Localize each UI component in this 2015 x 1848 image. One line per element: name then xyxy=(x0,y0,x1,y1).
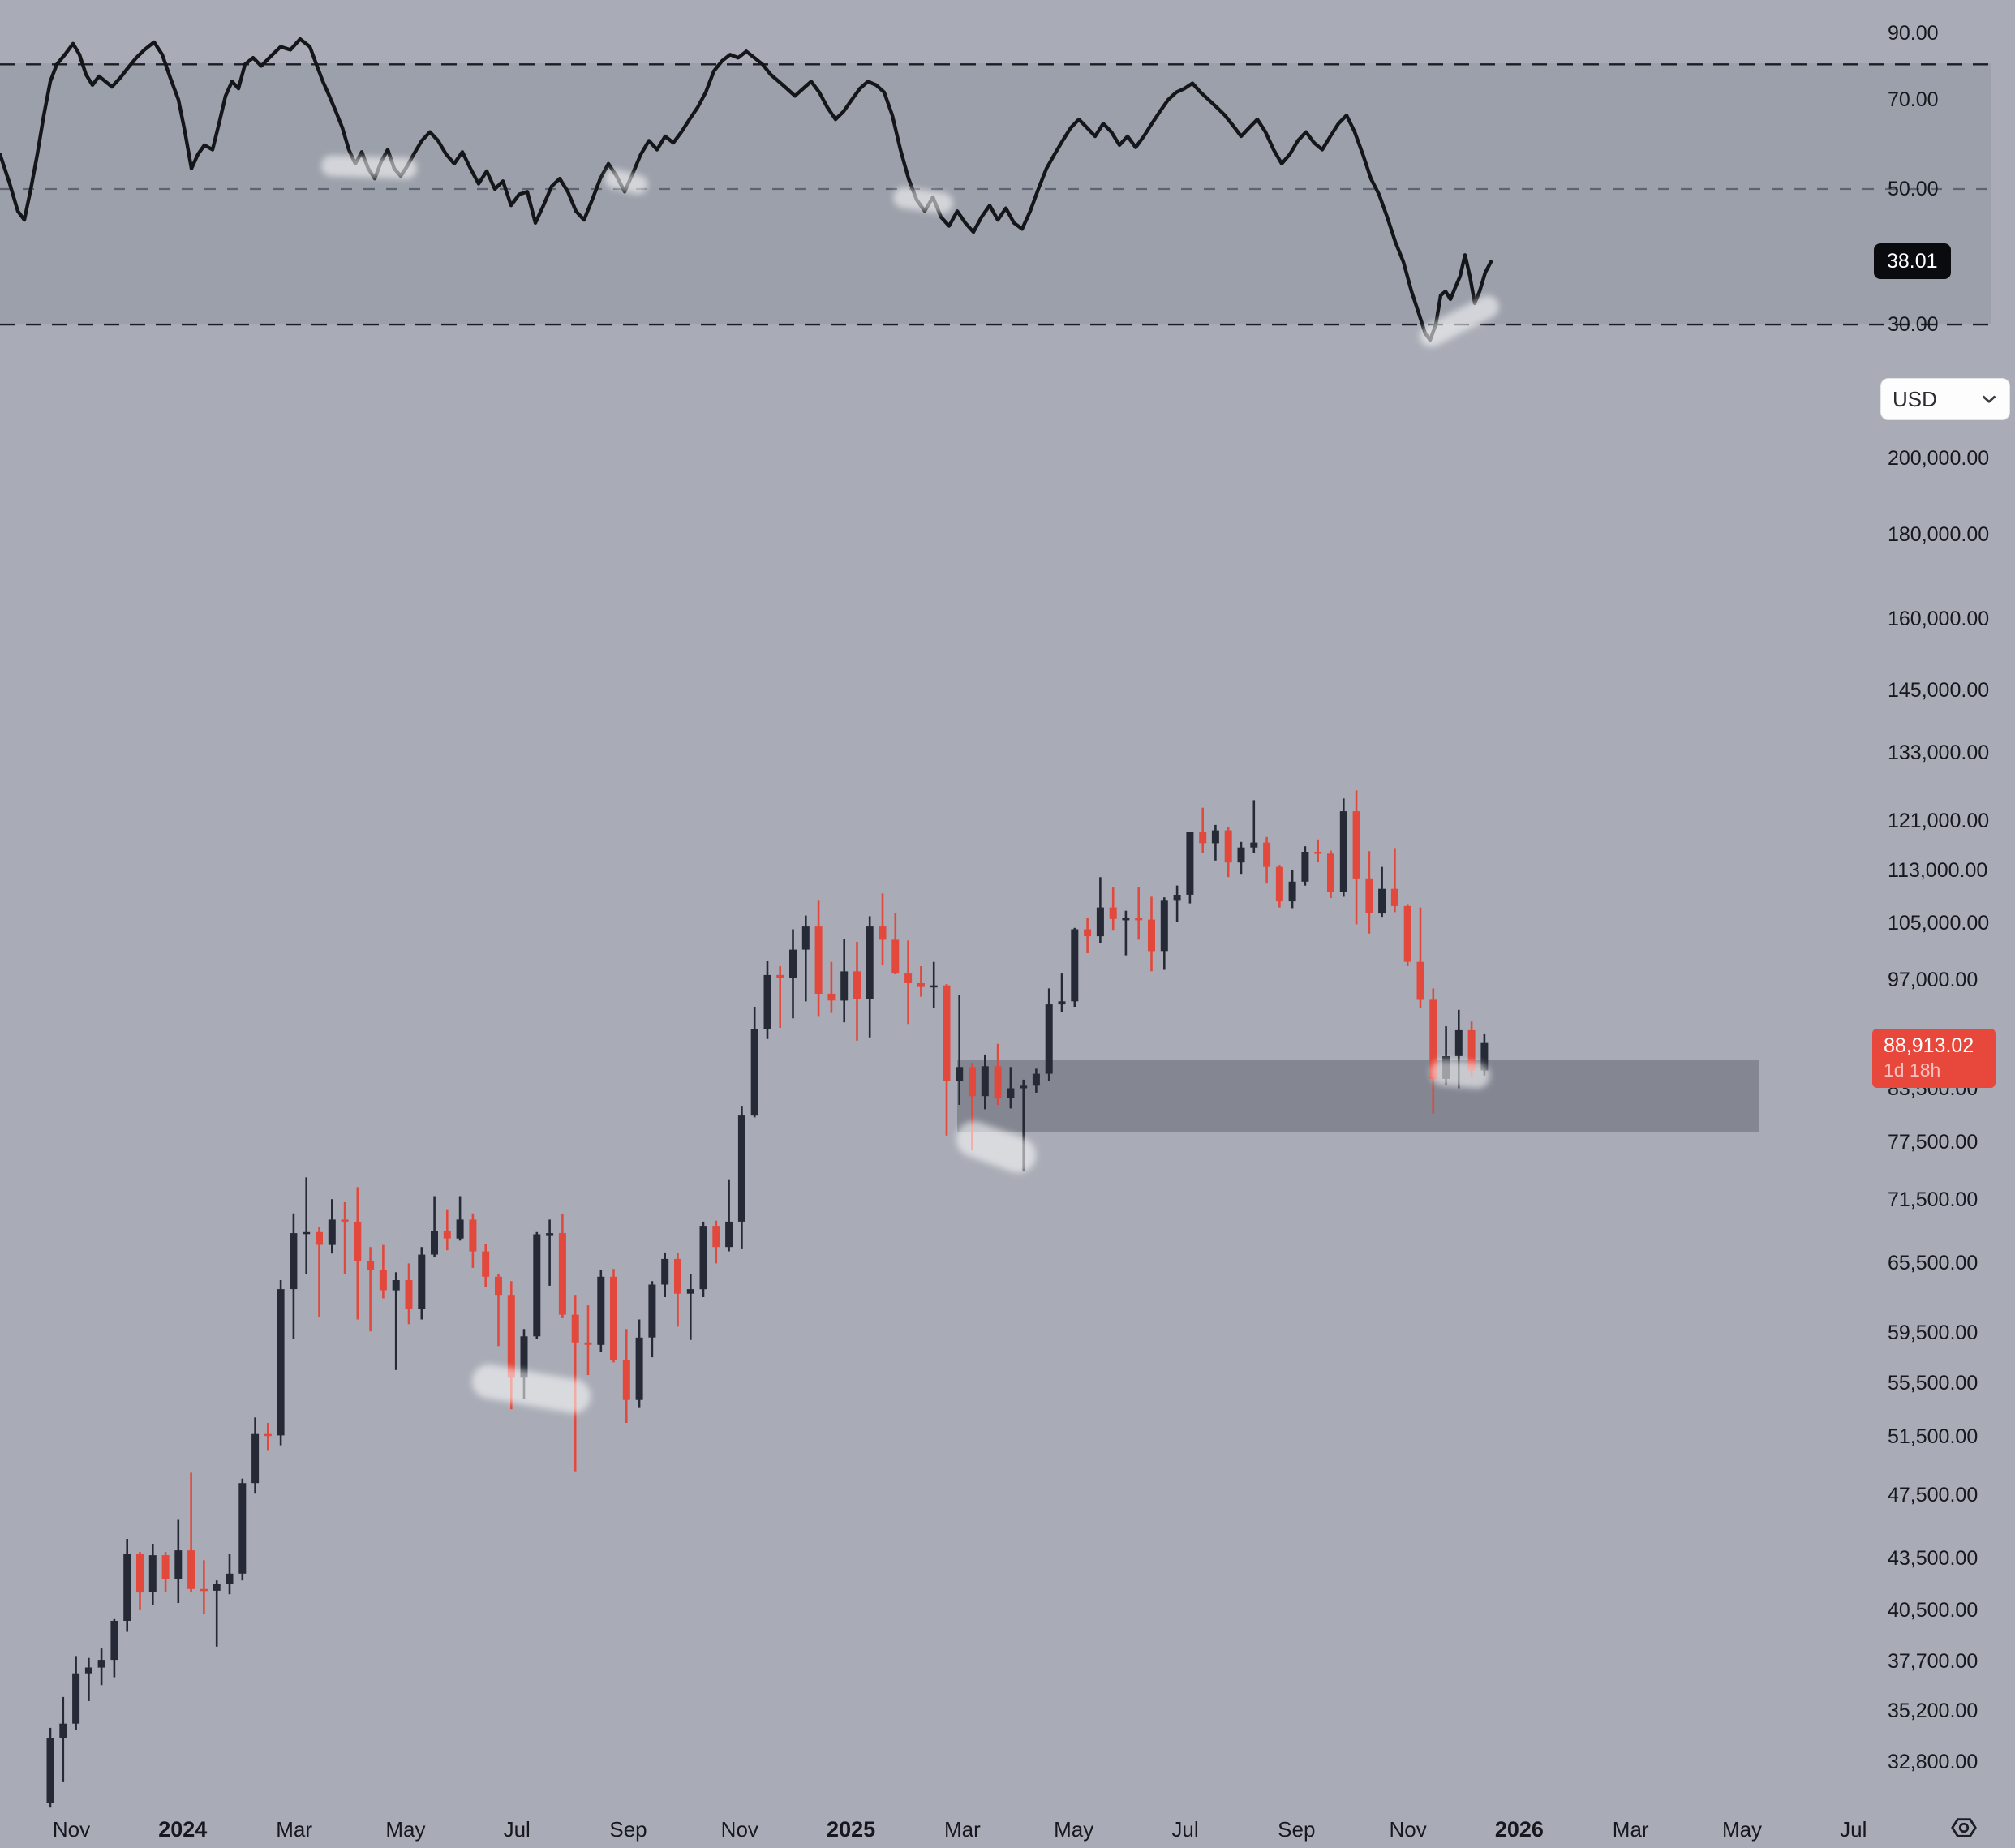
time-axis-label: Jul xyxy=(1840,1817,1867,1842)
marker-highlight xyxy=(471,1364,591,1414)
time-axis-label: Jul xyxy=(503,1817,531,1842)
price-axis-label: 121,000.00 xyxy=(1888,809,1990,832)
time-axis-label: Sep xyxy=(1278,1817,1316,1842)
price-axis-label: 59,500.00 xyxy=(1888,1321,1978,1344)
time-axis-label: Sep xyxy=(609,1817,647,1842)
axis-settings-icon[interactable] xyxy=(1948,1812,1979,1843)
price-axis-label: 40,500.00 xyxy=(1888,1598,1978,1622)
time-axis-label: Jul xyxy=(1171,1817,1199,1842)
rsi-value-badge: 38.01 xyxy=(1874,243,1951,279)
price-axis-label: 77,500.00 xyxy=(1888,1130,1978,1154)
marker-highlight xyxy=(1420,295,1499,347)
currency-selector-value: USD xyxy=(1893,386,1937,411)
time-axis-label: 2026 xyxy=(1494,1817,1544,1842)
price-axis-label: 55,500.00 xyxy=(1888,1371,1978,1395)
marker-highlight xyxy=(321,155,417,179)
time-axis-label: Nov xyxy=(1389,1817,1427,1842)
rsi-axis-label: 50.00 xyxy=(1888,178,1939,200)
price-axis-label: 200,000.00 xyxy=(1888,447,1990,470)
time-axis-label: 2024 xyxy=(158,1817,208,1842)
price-axis-label: 51,500.00 xyxy=(1888,1425,1978,1449)
price-axis-label: 71,500.00 xyxy=(1888,1188,1978,1212)
price-axis-label: 180,000.00 xyxy=(1888,522,1990,546)
chevron-down-icon xyxy=(1983,395,1996,403)
time-axis-label: May xyxy=(1054,1817,1094,1842)
marker-highlight xyxy=(893,187,953,214)
time-axis-label: Nov xyxy=(52,1817,91,1842)
price-axis-label: 43,500.00 xyxy=(1888,1547,1978,1571)
rsi-band xyxy=(0,63,1991,324)
price-axis-label: 160,000.00 xyxy=(1888,608,1990,631)
marker-highlight xyxy=(1430,1059,1490,1089)
price-axis-label: 133,000.00 xyxy=(1888,741,1990,764)
price-axis-label: 97,000.00 xyxy=(1888,969,1978,992)
price-axis-label: 32,800.00 xyxy=(1888,1751,1978,1774)
rsi-axis-label: 30.00 xyxy=(1888,313,1939,337)
price-zone-drawing[interactable] xyxy=(957,1060,1759,1133)
current-price-badge: 88,913.02 1d 18h xyxy=(1872,1029,1996,1088)
time-axis-label: May xyxy=(1721,1817,1763,1842)
time-axis-label: 2025 xyxy=(827,1817,876,1842)
time-axis-label: Mar xyxy=(1612,1817,1649,1842)
bar-close-countdown: 1d 18h xyxy=(1884,1059,1941,1081)
time-axis-label: May xyxy=(385,1817,426,1842)
price-axis-label: 47,500.00 xyxy=(1888,1484,1978,1507)
price-axis-label: 105,000.00 xyxy=(1888,911,1990,935)
price-axis-label: 65,500.00 xyxy=(1888,1252,1978,1275)
time-axis-label: Mar xyxy=(944,1817,981,1842)
price-axis-label: 35,200.00 xyxy=(1888,1700,1978,1723)
marker-highlight xyxy=(604,169,648,195)
price-axis-label: 145,000.00 xyxy=(1888,678,1990,702)
currency-selector[interactable]: USD xyxy=(1880,378,2010,420)
price-axis-label: 37,700.00 xyxy=(1888,1650,1978,1674)
rsi-axis-label: 90.00 xyxy=(1888,21,1939,45)
time-axis-label: Mar xyxy=(276,1817,312,1842)
current-price-value: 88,913.02 xyxy=(1884,1034,1974,1057)
rsi-axis-label: 70.00 xyxy=(1888,88,1939,111)
marker-highlight xyxy=(956,1121,1037,1173)
price-axis-label: 113,000.00 xyxy=(1888,858,1988,882)
time-axis-label: Nov xyxy=(720,1817,758,1842)
